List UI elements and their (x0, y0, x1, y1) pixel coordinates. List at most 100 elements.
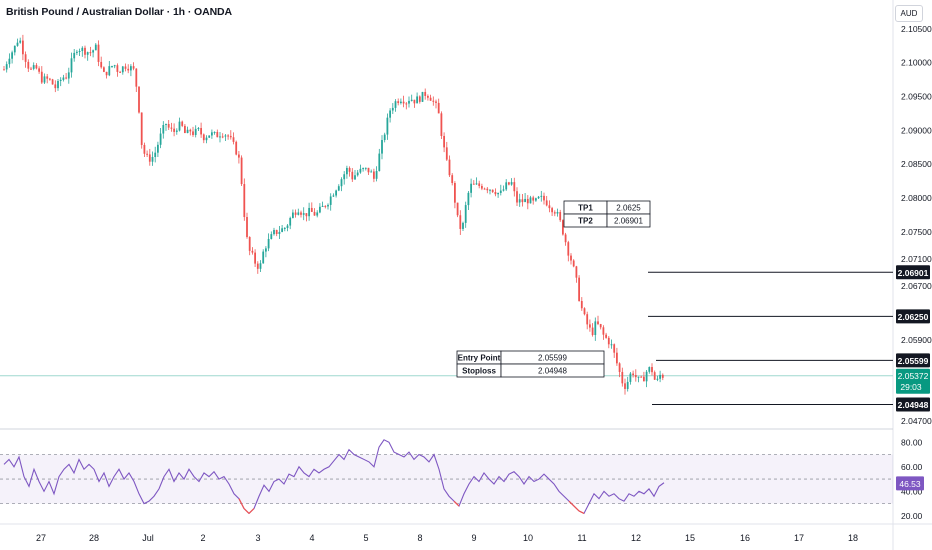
candle-body (545, 200, 548, 206)
time-axis[interactable]: 27 28 Jul 2 3 4 5 8 9 10 11 12 15 16 17 18 (36, 533, 858, 543)
candle-body (580, 300, 583, 309)
price-axis[interactable]: 2.10500 2.10000 2.09500 2.09000 2.08500 2.080… (896, 24, 932, 521)
candle-body (383, 134, 386, 141)
time-tick-label: 10 (523, 533, 533, 543)
candle-body (78, 51, 81, 53)
candle-body (300, 212, 302, 215)
candle-body (589, 324, 591, 328)
candle-body (559, 212, 562, 221)
candle-body (475, 183, 478, 185)
candle-body (375, 171, 378, 179)
candle-body (429, 97, 432, 101)
candle-body (386, 117, 389, 135)
candle-body (211, 132, 213, 136)
entry-table-label: Entry Point (458, 354, 501, 363)
rsi-tick-label: 80.00 (901, 437, 923, 447)
candle-body (491, 189, 494, 192)
candle-body (159, 133, 162, 145)
candle-body (108, 66, 111, 76)
candle-body (364, 167, 367, 169)
candle-body (443, 135, 445, 148)
candle-body (59, 79, 62, 82)
candle-body (548, 205, 551, 209)
time-tick-label: 3 (255, 533, 260, 543)
candle-body (3, 69, 5, 71)
rsi-oversold-segment (573, 505, 580, 512)
rsi-current-label: 46.53 (899, 479, 921, 489)
candle-body (154, 152, 157, 158)
time-tick-label: 4 (309, 533, 314, 543)
candle-body (605, 334, 607, 338)
candle-body (586, 314, 589, 325)
candle-body (184, 125, 186, 134)
candle-body (575, 266, 578, 278)
candle-body (394, 101, 397, 108)
candle-body (462, 222, 464, 229)
candle-body (267, 238, 270, 249)
candle-body (289, 217, 292, 226)
rsi-oversold-segment (248, 508, 255, 514)
candle-body (281, 228, 283, 232)
candle-body (46, 76, 49, 79)
candle-body (637, 376, 640, 378)
candle-body (537, 196, 540, 199)
price-tick-label: 2.10500 (901, 24, 932, 34)
candle-body (494, 191, 497, 195)
candle-body (594, 321, 597, 336)
candle-body (221, 136, 224, 138)
candle-body (297, 212, 300, 215)
candle-body (178, 121, 181, 131)
candle-body (421, 91, 424, 102)
candle-body (362, 168, 364, 170)
candle-body (351, 171, 354, 180)
time-tick-label: 16 (740, 533, 750, 543)
candle-body (132, 66, 135, 69)
candle-body (167, 123, 170, 128)
candle-body (35, 65, 38, 69)
candle-body (100, 61, 103, 68)
candle-body (373, 171, 375, 179)
candle-body (456, 202, 459, 216)
chart-title: British Pound / Australian Dollar · 1h ·… (6, 6, 233, 18)
candle-body (62, 77, 65, 80)
currency-label[interactable]: AUD (895, 5, 923, 22)
candle-body (140, 112, 143, 145)
candle-body (437, 102, 440, 114)
candle-body (113, 65, 116, 67)
price-tick-label: 2.06700 (901, 281, 932, 291)
candle-body (553, 212, 556, 214)
candle-body (22, 40, 24, 55)
entry-table-value: 2.05599 (538, 354, 567, 363)
candle-body (89, 52, 92, 54)
price-tick-label: 2.09500 (901, 91, 932, 101)
candle-body (16, 42, 19, 46)
candle-body (116, 65, 119, 72)
time-tick-label: 11 (577, 533, 586, 543)
candle-body (283, 228, 286, 230)
rsi-line (3, 439, 665, 515)
candle-body (170, 127, 173, 129)
candlestick-series (3, 34, 664, 395)
candle-body (5, 64, 8, 70)
candle-body (610, 344, 613, 346)
candle-body (143, 144, 146, 154)
candle-body (424, 91, 427, 96)
candle-body (524, 198, 526, 203)
level-axis-badge (896, 353, 930, 368)
candle-body (30, 68, 32, 70)
time-tick-label: 27 (36, 533, 46, 543)
time-tick-label: 15 (685, 533, 695, 543)
candle-body (470, 183, 472, 193)
candle-body (459, 215, 462, 229)
candle-body (157, 144, 159, 153)
candle-body (648, 367, 651, 372)
level-axis-badge (896, 265, 930, 280)
candle-body (551, 208, 553, 213)
candle-body (313, 211, 316, 216)
level-axis-badge (896, 309, 930, 324)
candle-body (400, 101, 402, 104)
candle-body (321, 205, 324, 207)
candle-body (121, 66, 124, 73)
candle-body (645, 371, 648, 382)
